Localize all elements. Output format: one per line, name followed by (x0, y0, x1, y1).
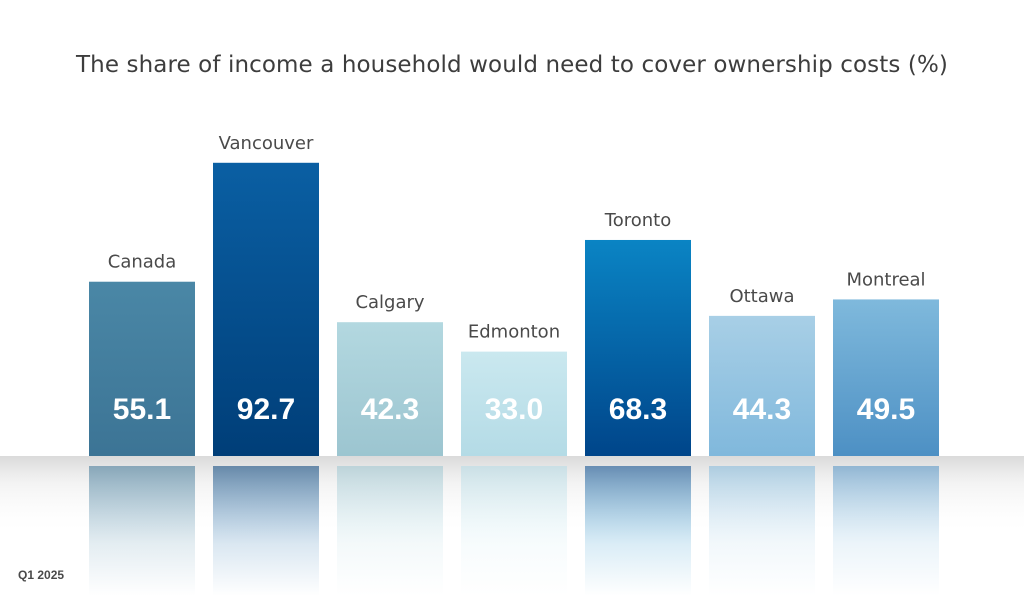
labels-group: Canada 55.1 Vancouver 92.7 Calgary 42.3 Edmont… (108, 133, 926, 426)
value-label: 55.1 (113, 393, 171, 426)
value-label: 42.3 (361, 393, 419, 426)
value-label: 68.3 (609, 393, 667, 426)
bar-reflection (709, 466, 815, 596)
bar-reflection (213, 466, 319, 596)
bar-montreal (833, 299, 939, 456)
bar-edmonton (461, 351, 567, 456)
bar-toronto (585, 239, 691, 456)
bar-reflection (337, 466, 443, 596)
category-label: Edmonton (468, 322, 560, 343)
category-label: Toronto (604, 210, 671, 231)
bar-reflection (461, 466, 567, 596)
value-label: 44.3 (733, 393, 791, 426)
category-label: Ottawa (729, 286, 794, 307)
chart-title: The share of income a household would ne… (76, 52, 948, 78)
bars-group (89, 162, 939, 456)
bar-ottawa (709, 315, 815, 456)
bar-canada (89, 281, 195, 456)
value-label: 33.0 (485, 393, 543, 426)
bar-reflection (833, 466, 939, 596)
category-label: Montreal (846, 269, 925, 290)
bar-reflection (585, 466, 691, 596)
category-label: Calgary (355, 292, 424, 313)
value-label: 49.5 (857, 393, 915, 426)
bar-reflection (89, 466, 195, 596)
footnote: Q1 2025 (18, 568, 65, 582)
value-label: 92.7 (237, 393, 295, 426)
bar-vancouver (213, 162, 319, 456)
bar-reflections (89, 466, 939, 596)
bar-calgary (337, 322, 443, 456)
category-label: Canada (108, 252, 177, 273)
category-label: Vancouver (219, 133, 314, 154)
